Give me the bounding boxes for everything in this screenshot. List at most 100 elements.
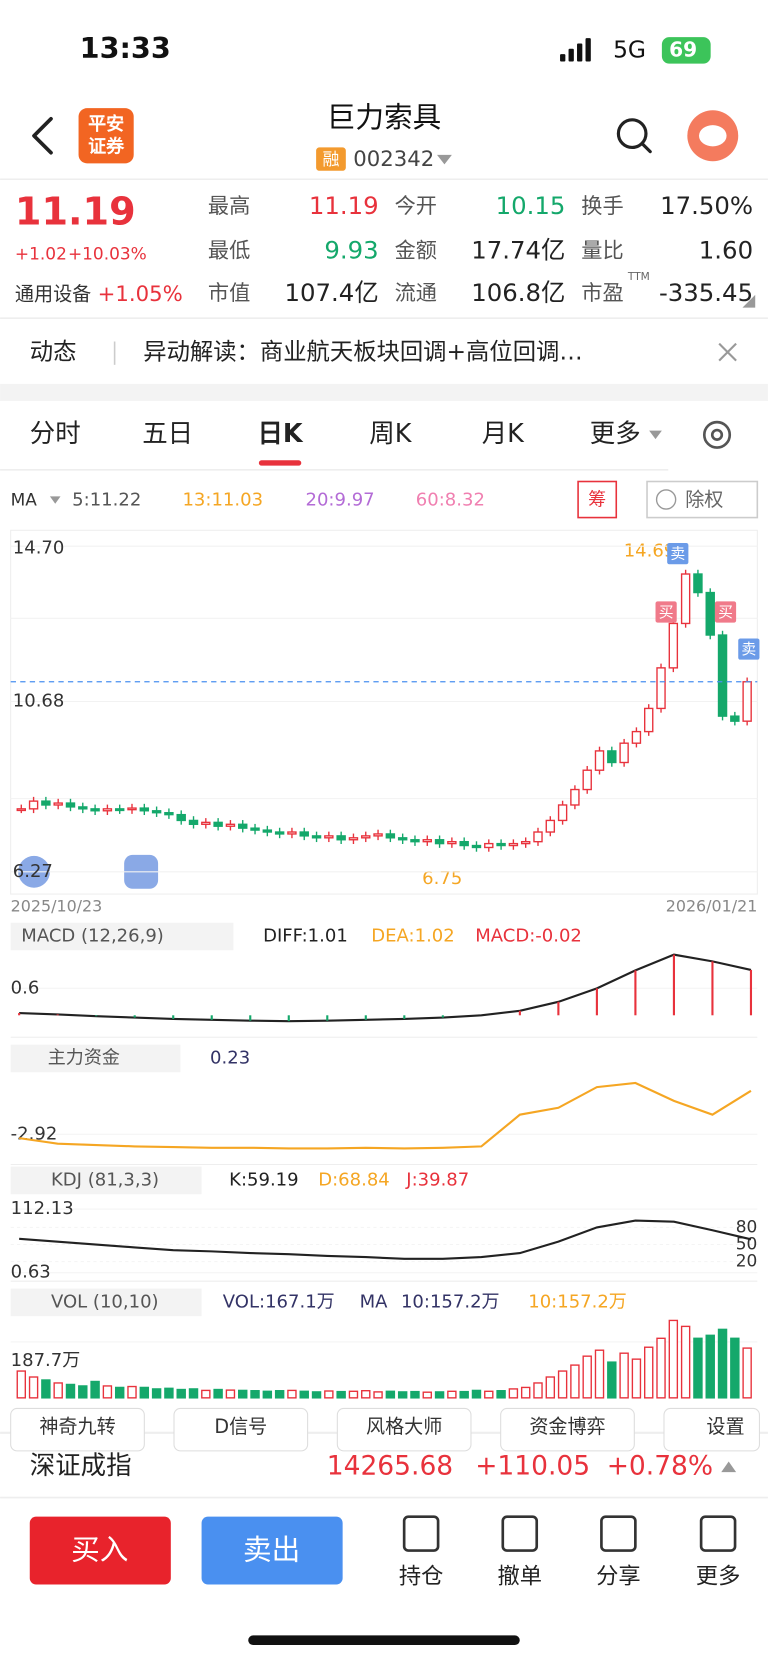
candle: [262, 829, 273, 833]
buy-button[interactable]: [29, 1516, 171, 1585]
candle: [607, 750, 617, 764]
volume-bar: [28, 1376, 39, 1399]
candle: [373, 833, 383, 837]
candle: [78, 806, 88, 810]
buy-text[interactable]: 买入: [71, 1533, 128, 1567]
action-label[interactable]: 持仓: [399, 1564, 444, 1590]
candle: [680, 573, 691, 625]
panel-title[interactable]: MACD (12,26,9): [21, 925, 164, 946]
indicator-chip[interactable]: [10, 922, 234, 951]
news-close[interactable]: [718, 342, 737, 362]
candle: [397, 837, 408, 841]
expand-corner[interactable]: [742, 294, 756, 308]
tab[interactable]: 月K: [482, 419, 525, 449]
candle: [570, 788, 580, 806]
indicator-chip[interactable]: [10, 1044, 181, 1073]
more-dropdown[interactable]: [649, 430, 662, 440]
back-button[interactable]: [32, 116, 53, 155]
tool-button[interactable]: [663, 1407, 760, 1452]
tab[interactable]: 五日: [142, 419, 193, 449]
candle: [361, 835, 371, 839]
action-icon[interactable]: [600, 1515, 637, 1552]
volume-bar: [582, 1355, 592, 1399]
volume-bar: [520, 1386, 531, 1399]
index-name: 深证成指: [30, 1451, 132, 1481]
action-icon[interactable]: [699, 1515, 737, 1552]
panel-title[interactable]: VOL (10,10): [51, 1291, 159, 1312]
candle: [545, 819, 556, 833]
field-label: 最低: [208, 238, 250, 263]
candle: [238, 823, 248, 829]
action-icon[interactable]: [501, 1515, 539, 1552]
candle: [508, 842, 519, 847]
action-label[interactable]: 分享: [596, 1564, 641, 1590]
index-arrow: [721, 1461, 737, 1473]
action-label[interactable]: 更多: [696, 1564, 741, 1590]
field-label: 最高: [208, 194, 250, 219]
tab[interactable]: 周K: [369, 419, 412, 449]
volume-bar: [693, 1337, 703, 1399]
volume-bar: [557, 1370, 568, 1399]
action-label[interactable]: 撤单: [497, 1564, 542, 1590]
battery-icon: [661, 37, 711, 64]
panel-title[interactable]: 主力资金: [48, 1047, 120, 1068]
volume-bar: [742, 1347, 752, 1399]
price-change-pct: +10.03%: [68, 244, 147, 264]
tab[interactable]: 分时: [30, 419, 81, 449]
macd-value: MACD:-0.02: [475, 925, 582, 946]
tool-button[interactable]: [173, 1407, 309, 1452]
tool-button[interactable]: [500, 1407, 635, 1452]
candle: [496, 842, 506, 847]
panel-title[interactable]: KDJ (81,3,3): [51, 1169, 159, 1190]
volume-bar: [496, 1390, 506, 1399]
kdj-j: J:39.87: [405, 1169, 469, 1190]
exright-button[interactable]: [646, 480, 759, 519]
low-label: 6.75: [422, 868, 462, 889]
trade-marker: [714, 601, 737, 623]
tab[interactable]: 更多: [590, 419, 641, 449]
volume-bar: [299, 1390, 309, 1399]
volume-bar: [262, 1390, 273, 1399]
tool-text[interactable]: 资金博弈: [529, 1415, 605, 1438]
price-change: +1.02: [15, 244, 67, 264]
info-icon: [655, 489, 677, 510]
news-text[interactable]: 异动解读：商业航天板块回调+高位回调…: [143, 338, 582, 366]
vol-ma10b: 10:157.2万: [528, 1291, 627, 1312]
tool-text[interactable]: 设置: [706, 1415, 744, 1438]
field-value: 1.60: [699, 235, 753, 264]
macd-line: [19, 953, 752, 1023]
settings-button[interactable]: [702, 420, 732, 449]
action-icon[interactable]: [402, 1515, 440, 1552]
tool-button[interactable]: [10, 1407, 145, 1452]
sell-text[interactable]: 卖出: [243, 1533, 300, 1567]
trade-marker-text: 卖: [741, 641, 756, 658]
sell-button[interactable]: [201, 1516, 343, 1585]
indicator-chip[interactable]: [10, 1166, 202, 1195]
exright-text[interactable]: 除权: [685, 488, 723, 511]
code-dropdown[interactable]: [437, 154, 452, 165]
fund-value: 0.23: [210, 1047, 250, 1068]
ma-value: 5:11.22: [72, 490, 141, 511]
tab[interactable]: 日K: [257, 419, 303, 449]
candle: [311, 835, 322, 839]
volume-bar: [594, 1349, 605, 1399]
kdj-d: D:68.84: [318, 1169, 390, 1190]
volume-bar: [65, 1383, 76, 1399]
search-button[interactable]: [616, 118, 652, 154]
candle: [385, 833, 396, 839]
ma-dropdown[interactable]: [49, 496, 61, 504]
candle: [324, 835, 334, 839]
field-value: 17.50%: [660, 191, 753, 220]
candle: [422, 839, 432, 843]
index-value: 14265.68: [327, 1450, 453, 1481]
tool-button[interactable]: [336, 1407, 472, 1452]
tool-text[interactable]: 神奇九转: [39, 1415, 115, 1438]
chip-text[interactable]: 筹: [588, 490, 606, 511]
indicator-chip[interactable]: [10, 1288, 202, 1317]
tool-text[interactable]: 风格大师: [366, 1415, 442, 1438]
kdj-k: K:59.19: [229, 1169, 298, 1190]
candle: [434, 839, 445, 845]
volume-bar: [656, 1337, 666, 1399]
tool-text[interactable]: D信号: [214, 1415, 267, 1438]
chip-button[interactable]: [577, 480, 618, 519]
